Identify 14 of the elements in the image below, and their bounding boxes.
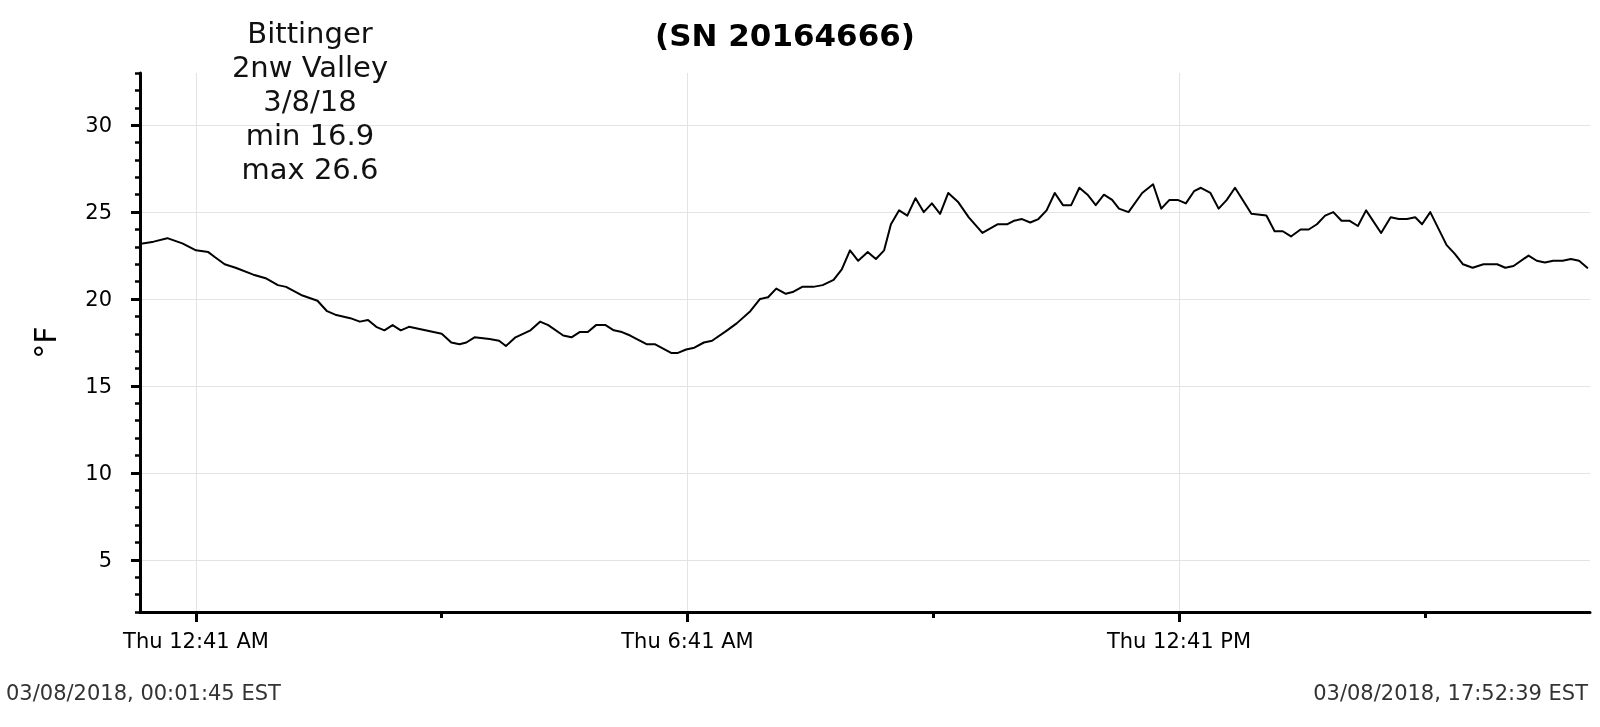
x-tick-label: Thu 6:41 AM xyxy=(620,628,754,653)
y-tick-label: 15 xyxy=(85,373,112,398)
y-tick-label: 5 xyxy=(98,547,112,572)
text: 03/08/2018, 17:52:39 EST xyxy=(1313,681,1589,705)
y-axis-title: °F xyxy=(27,326,63,359)
text: 03/08/2018, 00:01:45 EST xyxy=(6,681,281,705)
y-tick-label: 30 xyxy=(85,113,112,138)
x-tick-label: Thu 12:41 AM xyxy=(122,628,269,653)
y-tick-label: 10 xyxy=(85,460,112,485)
chart-title: (SN 20164666) xyxy=(655,16,915,53)
x-tick-label: Thu 12:41 PM xyxy=(1105,628,1252,653)
y-tick-label: 20 xyxy=(85,287,112,312)
y-tick-label: 25 xyxy=(85,200,112,225)
annotation: Bittinger 2nw Valley 3/8/18 min 16.9 max 26.6 xyxy=(231,16,389,186)
